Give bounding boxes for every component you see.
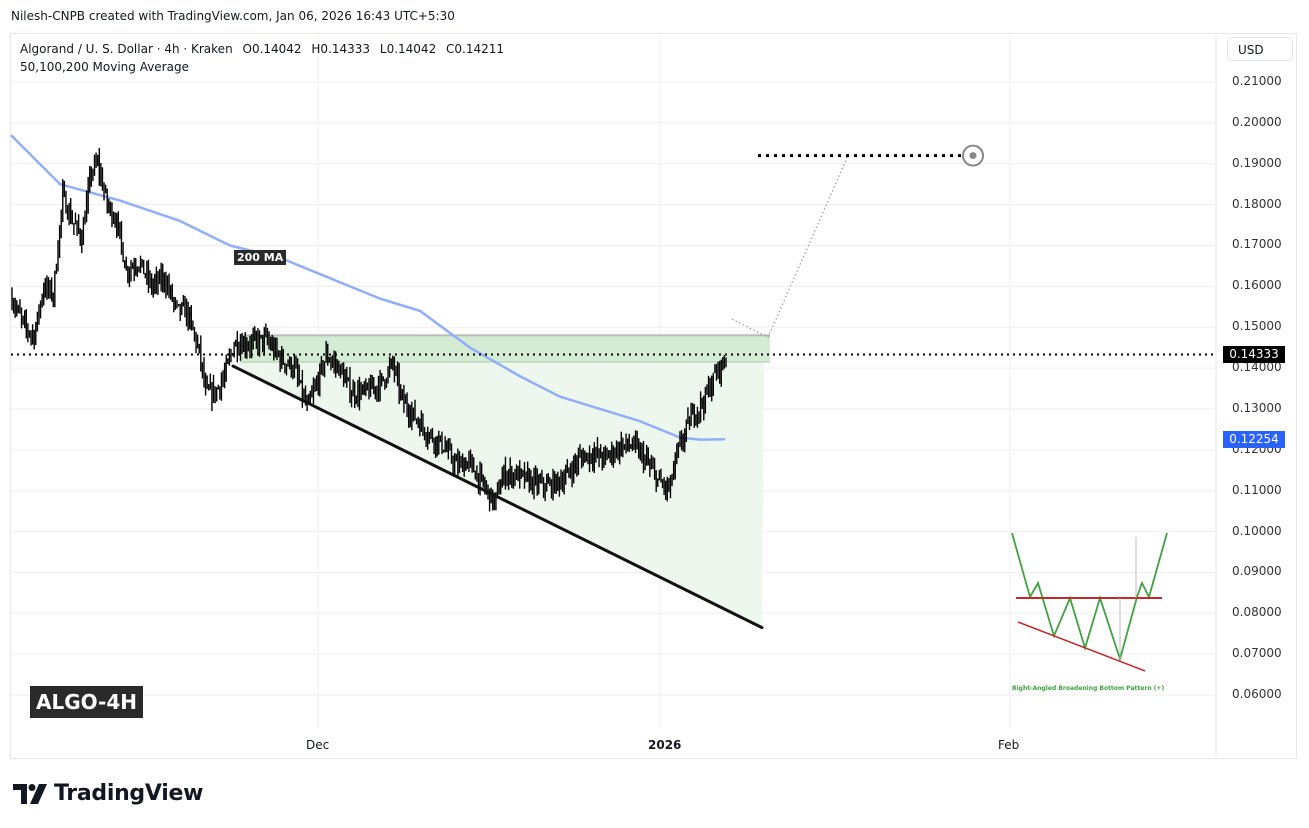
- currency-button[interactable]: USD: [1227, 37, 1293, 61]
- time-label-feb: Feb: [998, 738, 1020, 752]
- chart-legend: Algorand / U. S. Dollar · 4h · Kraken O0…: [20, 40, 510, 76]
- tradingview-logo[interactable]: TradingView: [13, 781, 203, 806]
- price-axis-label: 0.07000: [1232, 646, 1282, 661]
- price-axis-label: 0.09000: [1232, 564, 1282, 579]
- ma200-line: [10, 134, 726, 441]
- low-value: L0.14042: [379, 42, 437, 56]
- indicator-label[interactable]: 50,100,200 Moving Average: [20, 60, 189, 74]
- price-axis-label: 0.11000: [1232, 482, 1282, 497]
- chart-frame: [10, 33, 1297, 759]
- symbol-label[interactable]: Algorand / U. S. Dollar · 4h · Kraken: [20, 42, 233, 56]
- price-axis-label: 0.08000: [1232, 605, 1282, 620]
- pattern-caption: Right-Angled Broadening Bottom Pattern (…: [1012, 685, 1165, 692]
- price-axis-label: 0.10000: [1232, 523, 1282, 538]
- pattern-zigzag: [1011, 532, 1168, 663]
- price-axis-label: 0.15000: [1232, 319, 1282, 334]
- tradingview-logo-icon: [13, 783, 47, 804]
- price-axis-label: 0.18000: [1232, 196, 1282, 211]
- price-axis-label: 0.19000: [1232, 155, 1282, 170]
- price-axis-label: 0.13000: [1232, 400, 1282, 415]
- ma200-badge: 200 MA: [234, 250, 287, 265]
- price-axis-label: 0.21000: [1232, 74, 1282, 88]
- falling-support-line: [231, 364, 764, 630]
- high-value: H0.14333: [311, 42, 371, 56]
- open-value: O0.14042: [242, 42, 302, 56]
- ma200-price-tag: 0.12254: [1223, 431, 1285, 449]
- close-value: C0.14211: [446, 42, 505, 56]
- time-label-2026: 2026: [648, 738, 682, 752]
- target-marker-dot: [969, 152, 977, 160]
- ticker-badge: ALGO-4H: [30, 686, 143, 718]
- price-axis-label: 0.14000: [1232, 360, 1282, 375]
- time-label-dec: Dec: [306, 738, 330, 752]
- price-axis-label: 0.17000: [1232, 237, 1282, 252]
- price-axis-label: 0.16000: [1232, 278, 1282, 293]
- last-price-tag: 0.14333: [1223, 346, 1285, 364]
- wedge-fill: [233, 361, 764, 628]
- chart-credit: Nilesh-CNPB created with TradingView.com…: [11, 9, 455, 23]
- price-axis-label: 0.20000: [1232, 114, 1282, 129]
- tradingview-wordmark: TradingView: [54, 781, 204, 806]
- resistance-zone: [240, 335, 770, 362]
- projection-path: [731, 155, 849, 339]
- pattern-support-line: [1017, 621, 1146, 672]
- price-axis-label: 0.06000: [1232, 687, 1282, 702]
